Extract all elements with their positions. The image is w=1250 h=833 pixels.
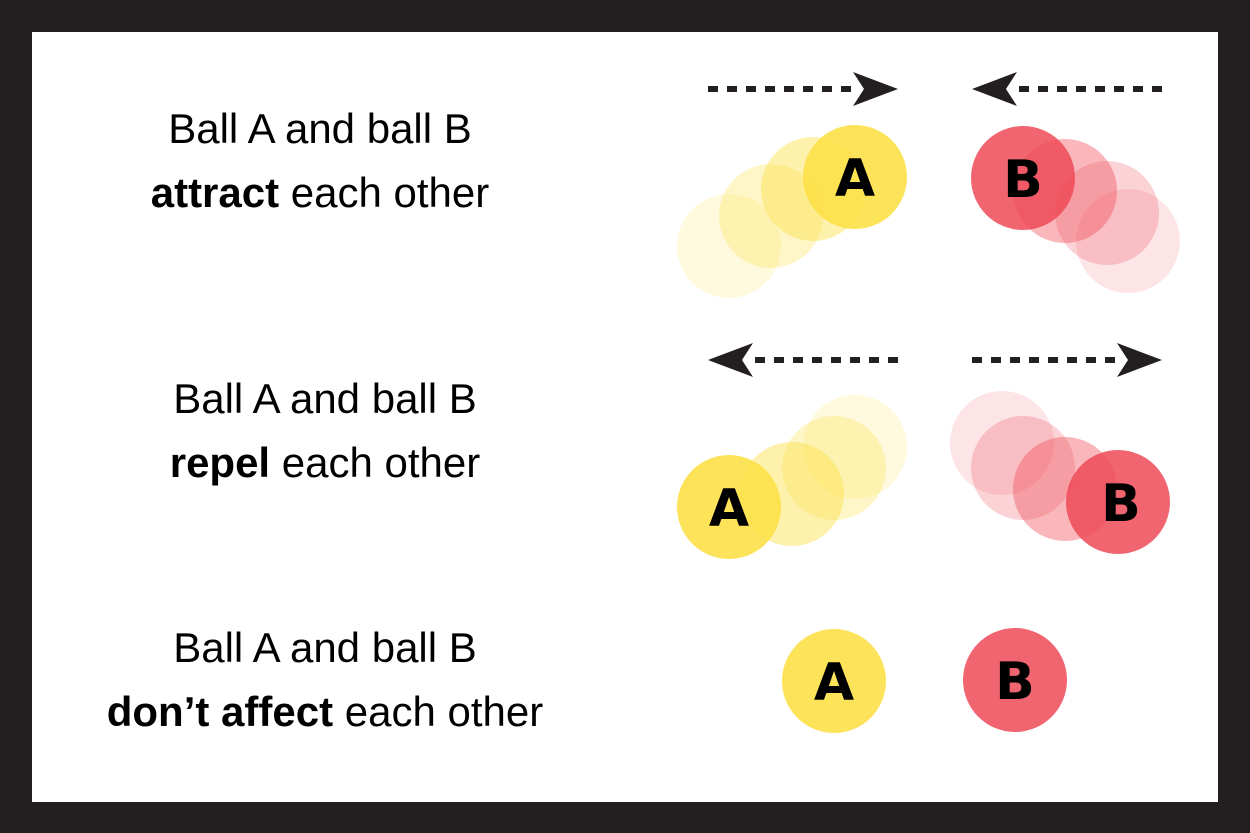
row-attract-line1: Ball A and ball B: [168, 105, 472, 152]
no-effect-ball-a: [782, 629, 886, 733]
row-attract-rest: each other: [279, 169, 490, 216]
repel-ball-b-label: B: [1101, 474, 1141, 534]
row-repel-label: Ball A and ball B repel each other: [25, 367, 625, 495]
row-repel-line2: repel each other: [25, 431, 625, 495]
no-effect-ball-a-label: A: [814, 653, 854, 713]
row-repel-line1: Ball A and ball B: [173, 375, 477, 422]
repel-ball-a-trail: [740, 395, 907, 546]
row-no-effect-rest: each other: [333, 688, 544, 735]
row-repel-rest: each other: [270, 439, 481, 486]
repel-arrow-right: [972, 343, 1162, 377]
attract-arrow-left: [972, 72, 1162, 106]
repel-arrow-left: [708, 343, 898, 377]
row-no-effect-line1: Ball A and ball B: [173, 624, 477, 671]
row-attract-line2: attract each other: [20, 161, 620, 225]
keyword-dont-affect: don’t affect: [106, 688, 334, 735]
attract-ball-b-label: B: [1003, 150, 1043, 210]
row-no-effect-label: Ball A and ball B don’t affect each othe…: [25, 616, 625, 744]
keyword-attract: attract: [150, 169, 280, 216]
keyword-repel: repel: [169, 439, 271, 486]
repel-ball-a: [677, 455, 781, 559]
attract-arrow-right: [708, 72, 898, 106]
repel-ball-a-label: A: [709, 479, 749, 539]
attract-ball-b: [971, 126, 1075, 230]
no-effect-ball-b-label: B: [995, 652, 1035, 712]
row-attract-label: Ball A and ball B attract each other: [20, 97, 620, 225]
repel-ball-b: [1066, 450, 1170, 554]
attract-ball-a: [803, 125, 907, 229]
row-no-effect-line2: don’t affect each other: [25, 680, 625, 744]
attract-ball-a-label: A: [835, 149, 875, 209]
no-effect-ball-b: [963, 628, 1067, 732]
